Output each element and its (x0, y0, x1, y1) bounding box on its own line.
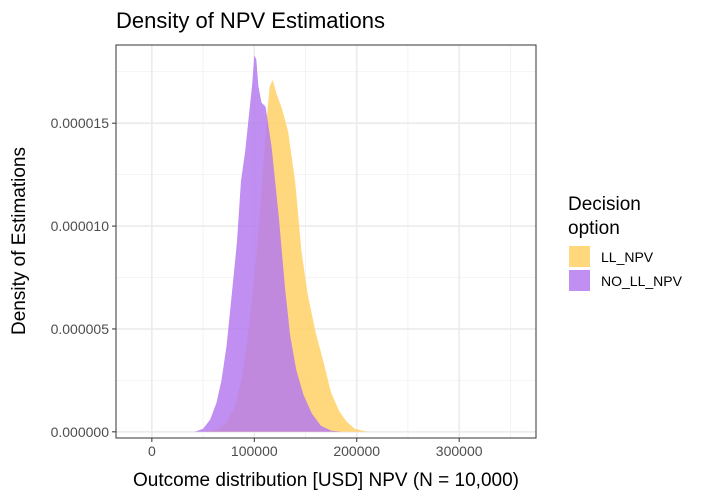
legend-title-line-1: Decision (568, 194, 641, 215)
x-tick-label: 200000 (333, 443, 380, 459)
x-tick-label: 100000 (231, 443, 278, 459)
legend-swatch-no-ll-npv (569, 270, 590, 291)
legend-title: Decision option (568, 194, 646, 239)
x-tick-label: 0 (148, 443, 156, 459)
legend-label-ll-npv: LL_NPV (601, 249, 654, 265)
plot-panel (115, 44, 537, 439)
legend-title-line-2: option (568, 218, 620, 239)
plot-border (115, 44, 537, 439)
density-areas (194, 55, 367, 432)
x-tick-label: 300000 (436, 443, 483, 459)
y-axis: 0.000000 0.000005 0.000010 0.000015 (51, 115, 116, 440)
legend-label-no-ll-npv: NO_LL_NPV (601, 273, 683, 289)
legend-swatch-ll-npv (569, 246, 590, 267)
density-area-no-ll-npv (194, 55, 342, 432)
x-axis: 0 100000 200000 300000 (148, 438, 483, 459)
y-tick-label: 0.000010 (51, 218, 110, 234)
y-tick-label: 0.000005 (51, 321, 110, 337)
legend: Decision option LL_NPV NO_LL_NPV (568, 194, 683, 291)
chart-title: Density of NPV Estimations (116, 8, 385, 33)
y-tick-label: 0.000015 (51, 115, 110, 131)
y-tick-label: 0.000000 (51, 424, 110, 440)
x-axis-title: Outcome distribution [USD] NPV (N = 10,0… (133, 470, 519, 491)
legend-items: LL_NPV NO_LL_NPV (569, 246, 683, 291)
density-area-ll-npv (201, 80, 367, 432)
y-axis-title: Density of Estimations (9, 147, 30, 335)
